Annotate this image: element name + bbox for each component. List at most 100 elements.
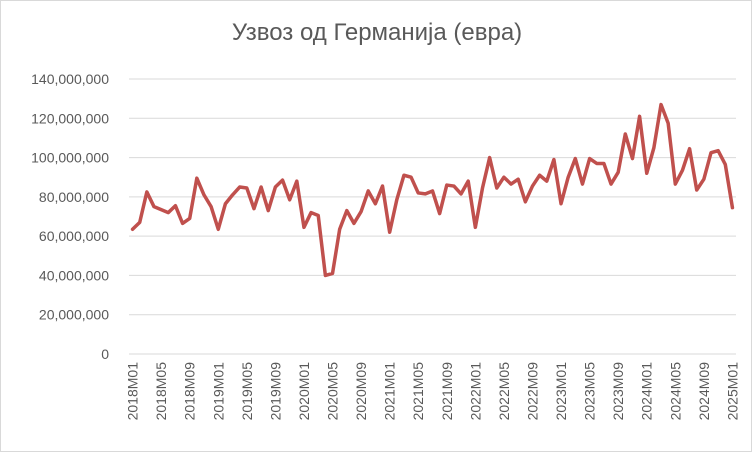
data-point (138, 221, 141, 224)
data-point (610, 183, 613, 186)
data-point (338, 228, 341, 231)
data-point (667, 122, 670, 125)
data-point (624, 133, 627, 136)
x-tick-label: 2018M05 (153, 362, 169, 421)
y-tick-label: 40,000,000 (39, 267, 109, 283)
data-point (710, 151, 713, 154)
data-point (460, 192, 463, 195)
data-point (602, 162, 605, 165)
data-point (395, 198, 398, 201)
data-point (381, 185, 384, 188)
data-point (231, 193, 234, 196)
data-point (445, 184, 448, 187)
y-tick-label: 80,000,000 (39, 189, 109, 205)
x-tick-label: 2024M09 (696, 362, 712, 421)
x-tick-label: 2018M09 (182, 362, 198, 421)
data-point (631, 157, 634, 160)
x-tick-label: 2025M01 (724, 362, 740, 421)
x-tick-label: 2019M05 (239, 362, 255, 421)
x-tick-label: 2023M09 (610, 362, 626, 421)
data-point (595, 162, 598, 165)
y-tick-label: 0 (101, 346, 109, 362)
data-point (588, 157, 591, 160)
data-point (238, 186, 241, 189)
data-point (695, 188, 698, 191)
x-tick-label: 2022M09 (524, 362, 540, 421)
y-tick-label: 60,000,000 (39, 228, 109, 244)
x-tick-label: 2024M05 (667, 362, 683, 421)
data-point (702, 178, 705, 181)
data-point (495, 187, 498, 190)
data-point (402, 174, 405, 177)
data-point (731, 206, 734, 209)
data-point (474, 226, 477, 229)
data-point (224, 202, 227, 205)
data-point (160, 208, 163, 211)
data-point (717, 149, 720, 152)
data-point (202, 193, 205, 196)
data-point (638, 115, 641, 118)
chart-title: Узвоз од Германија (евра) (231, 19, 523, 46)
data-point (295, 180, 298, 183)
data-point (174, 204, 177, 207)
data-point (302, 226, 305, 229)
data-point (438, 212, 441, 215)
data-point (274, 186, 277, 189)
data-point (367, 189, 370, 192)
data-point (195, 177, 198, 180)
x-tick-label: 2020M01 (296, 362, 312, 421)
data-point (410, 176, 413, 179)
x-tick-label: 2022M05 (496, 362, 512, 421)
data-point (352, 222, 355, 225)
data-point (674, 183, 677, 186)
data-point (181, 222, 184, 225)
data-point (374, 202, 377, 205)
data-point (502, 176, 505, 179)
y-tick-label: 120,000,000 (31, 110, 109, 126)
data-point (281, 179, 284, 182)
data-point (552, 158, 555, 161)
data-point (681, 169, 684, 172)
data-point (188, 217, 191, 220)
data-point (217, 228, 220, 231)
data-point (567, 176, 570, 179)
data-point (317, 214, 320, 217)
data-point (538, 174, 541, 177)
data-point (545, 180, 548, 183)
data-point (452, 185, 455, 188)
data-point (724, 163, 727, 166)
data-point (431, 189, 434, 192)
data-point (574, 157, 577, 160)
y-tick-label: 20,000,000 (39, 307, 109, 323)
data-point (581, 183, 584, 186)
data-point (488, 156, 491, 159)
x-tick-label: 2019M01 (210, 362, 226, 421)
data-point (310, 211, 313, 214)
data-point (360, 210, 363, 213)
data-point (481, 187, 484, 190)
data-point (324, 274, 327, 277)
data-point (424, 192, 427, 195)
x-tick-label: 2021M01 (382, 362, 398, 421)
x-tick-label: 2019M09 (267, 362, 283, 421)
x-tick-label: 2022M01 (467, 362, 483, 421)
data-point (345, 209, 348, 212)
data-point (388, 231, 391, 234)
data-point (167, 211, 170, 214)
y-tick-label: 100,000,000 (31, 150, 109, 166)
data-point (517, 178, 520, 181)
x-tick-label: 2023M05 (582, 362, 598, 421)
data-point (645, 172, 648, 175)
x-tick-label: 2021M09 (439, 362, 455, 421)
data-point (252, 207, 255, 210)
data-point (417, 191, 420, 194)
data-point (331, 272, 334, 275)
data-point (467, 180, 470, 183)
series-line (130, 102, 735, 278)
data-point (245, 187, 248, 190)
y-tick-label: 140,000,000 (31, 71, 109, 87)
x-tick-label: 2023M01 (553, 362, 569, 421)
x-tick-label: 2024M01 (639, 362, 655, 421)
